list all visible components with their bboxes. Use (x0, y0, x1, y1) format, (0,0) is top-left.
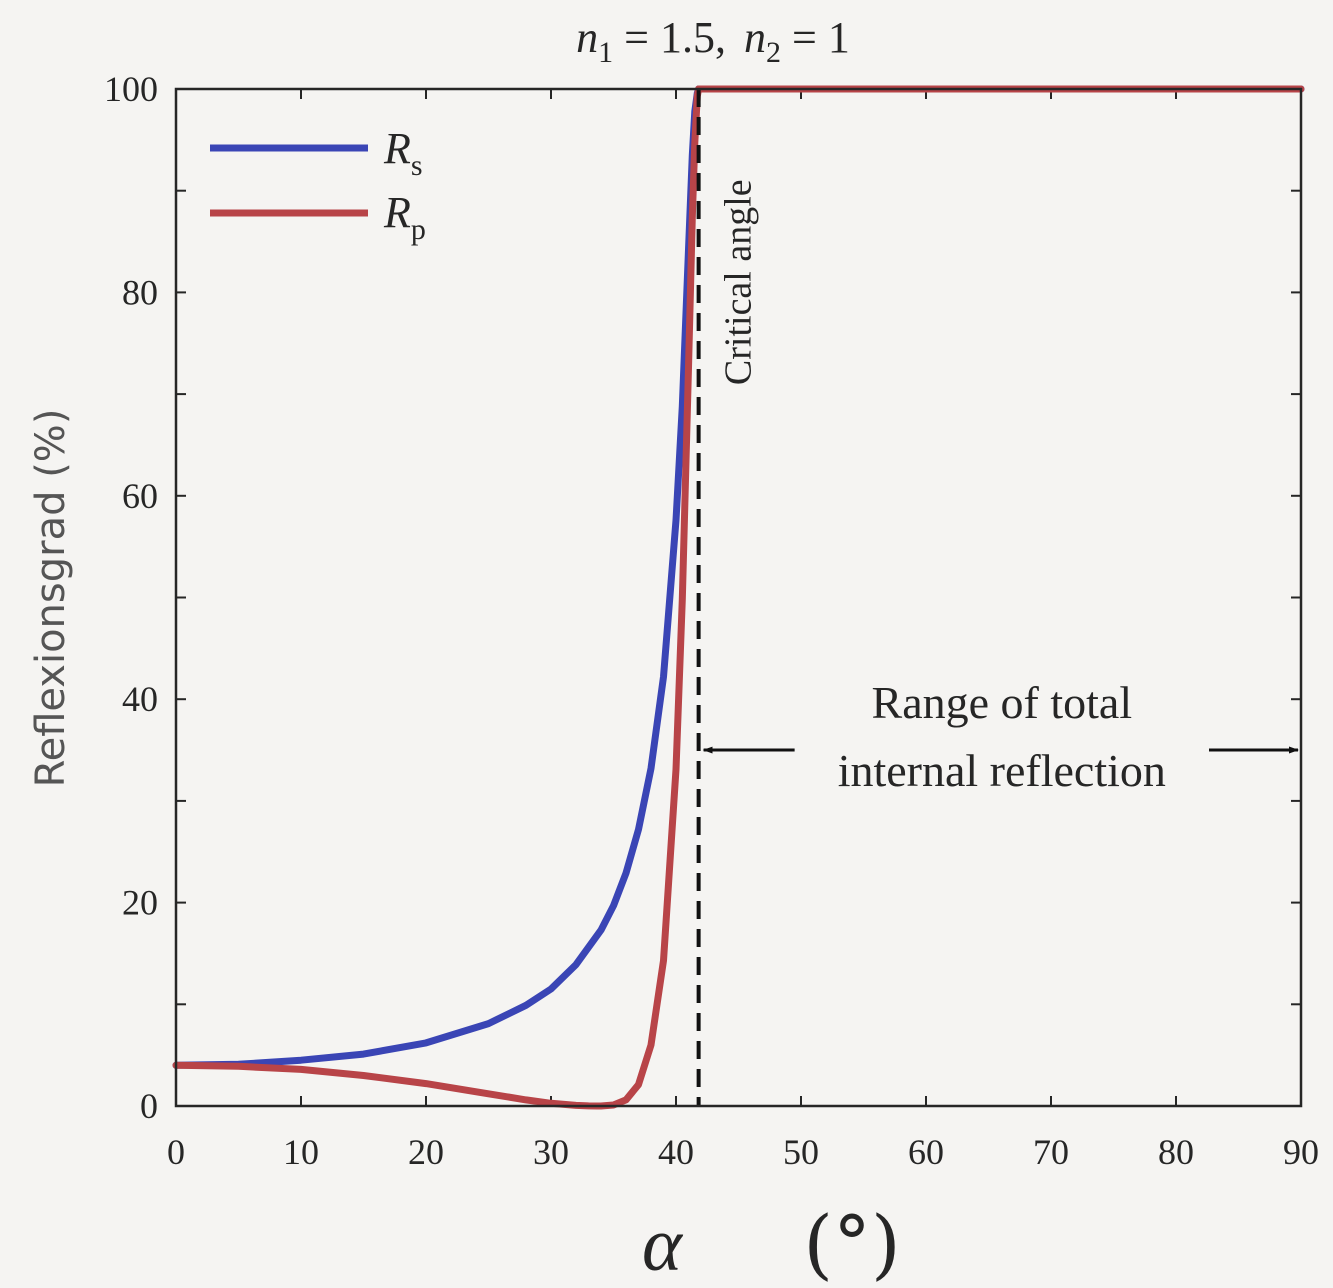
x-axis-label-unit: (°) (803, 1199, 900, 1288)
y-tick-label: 20 (122, 883, 158, 923)
critical-angle-label: Critical angle (718, 179, 760, 385)
legend-rs-label: Rs (383, 124, 423, 182)
tir-range-label-line1: Range of total (872, 677, 1133, 728)
y-tick-label: 60 (122, 476, 158, 516)
y-axis-label: Reflexionsgrad (%) (28, 409, 74, 788)
y-tick-labels: 0 20 40 60 80 100 (104, 69, 158, 1126)
tir-range-label-line2: internal reflection (838, 745, 1166, 796)
x-tick-label: 0 (167, 1132, 185, 1172)
title-n2-symbol: n (744, 13, 766, 62)
legend-rp-symbol: R (383, 188, 411, 237)
y-tick-label: 0 (140, 1086, 158, 1126)
x-tick-label: 90 (1283, 1132, 1319, 1172)
title-n1-sub: 1 (598, 36, 613, 69)
y-tick-label: 100 (104, 69, 158, 109)
legend: Rs Rp (210, 124, 426, 246)
title-n2-sub: 2 (766, 36, 781, 69)
x-tick-label: 30 (533, 1132, 569, 1172)
y-tick-label: 80 (122, 272, 158, 312)
y-tick-label: 40 (122, 679, 158, 719)
legend-rs-symbol: R (383, 124, 411, 173)
title-n2-value: = 1 (781, 13, 850, 62)
x-tick-label: 20 (408, 1132, 444, 1172)
legend-rp-label: Rp (383, 188, 426, 246)
x-tick-label: 60 (908, 1132, 944, 1172)
x-tick-label: 80 (1158, 1132, 1194, 1172)
title-n1-value: = 1.5, (613, 13, 726, 62)
x-tick-labels: 0 10 20 30 40 50 60 70 80 90 (167, 1132, 1319, 1172)
legend-rp-sub: p (411, 213, 426, 246)
plot-frame (174, 87, 1303, 1108)
x-tick-label: 70 (1033, 1132, 1069, 1172)
legend-rs-sub: s (411, 149, 423, 182)
chart-title: n1 = 1.5, n2 = 1 (576, 13, 850, 69)
title-n1-symbol: n (576, 13, 598, 62)
x-axis-label-symbol: α (642, 1203, 684, 1287)
x-tick-label: 40 (658, 1132, 694, 1172)
x-tick-label: 50 (783, 1132, 819, 1172)
x-tick-label: 10 (283, 1132, 319, 1172)
